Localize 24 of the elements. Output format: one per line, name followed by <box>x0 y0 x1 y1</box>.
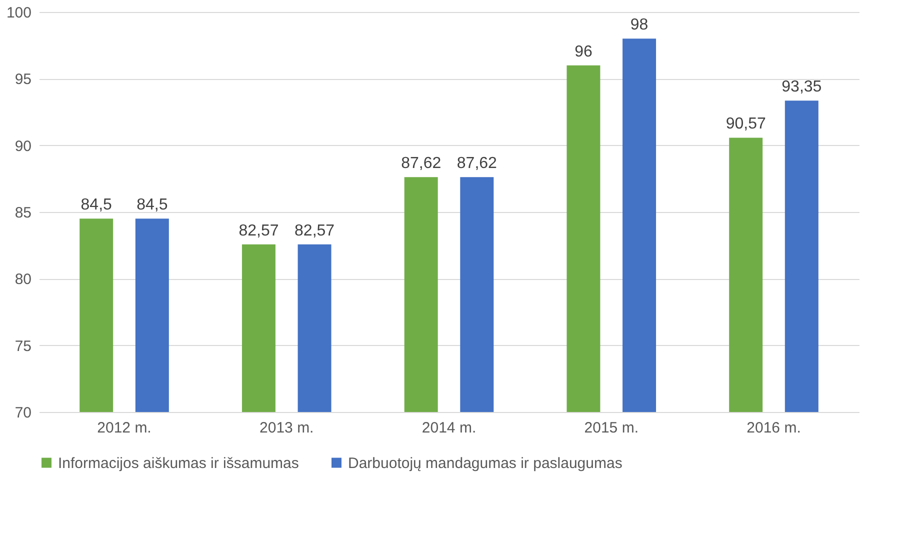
y-tick-label: 95 <box>14 71 32 88</box>
y-tick-label: 100 <box>6 4 32 22</box>
data-label: 84,5 <box>136 196 168 214</box>
x-tick-label: 2012 m. <box>97 420 152 436</box>
data-label: 82,57 <box>294 222 335 240</box>
y-tick-label: 75 <box>14 338 32 355</box>
y-tick-label: 85 <box>14 204 32 222</box>
data-label: 93,35 <box>782 78 822 96</box>
data-label: 84,5 <box>80 196 112 214</box>
data-label: 87,62 <box>401 155 442 172</box>
data-label: 96 <box>574 43 592 60</box>
legend-label: Darbuotojų mandagumas ir paslaugumas <box>348 454 622 472</box>
data-label: 82,57 <box>238 222 279 240</box>
x-tick-label: 2014 m. <box>422 420 476 436</box>
data-label: 90,57 <box>726 116 766 133</box>
data-label: 98 <box>630 16 648 34</box>
x-tick-label: 2015 m. <box>584 420 638 436</box>
y-tick-label: 70 <box>14 404 32 422</box>
data-label: 87,62 <box>456 155 498 172</box>
legend-label: Informacijos aiškumas ir išsamumas <box>58 454 299 472</box>
x-tick-label: 2016 m. <box>746 420 801 436</box>
y-tick-label: 80 <box>14 271 32 288</box>
y-tick-label: 90 <box>14 138 32 155</box>
x-tick-label: 2013 m. <box>260 420 314 436</box>
